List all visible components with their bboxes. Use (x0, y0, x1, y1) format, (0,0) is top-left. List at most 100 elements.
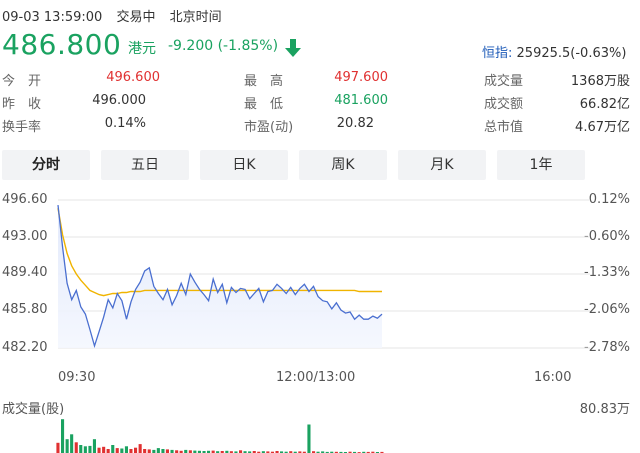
prev-close-value: 496.000 (92, 93, 146, 108)
volume-bar (216, 451, 220, 453)
pct-tick-label: -0.60% (584, 229, 630, 244)
volume-bar (65, 439, 69, 453)
volume-bar (366, 451, 370, 453)
volume-axis-label: 成交量(股) (2, 402, 65, 417)
volume-bar (270, 451, 274, 453)
tab-one-year[interactable]: 1年 (497, 150, 585, 180)
volume-bar (330, 451, 334, 453)
volume-bar (289, 451, 293, 453)
tab-intraday[interactable]: 分时 (2, 150, 90, 180)
volume-bar (134, 447, 138, 453)
time-tick-label: 16:00 (534, 370, 572, 385)
tab-weekly-k[interactable]: 周K (299, 150, 387, 180)
price-tick-label: 489.40 (2, 265, 48, 280)
volume-bar (243, 451, 247, 453)
low-label: 最 低 (244, 97, 284, 112)
volume-bar (248, 451, 252, 453)
volume-bar (229, 451, 233, 453)
volume-bar (188, 450, 192, 453)
volume-bar (83, 446, 87, 453)
volume-bar (266, 451, 270, 453)
volume-bar (371, 451, 375, 453)
tab-monthly-k[interactable]: 月K (398, 150, 486, 180)
intraday-price-chart (57, 199, 590, 349)
volume-bar (293, 451, 297, 453)
pct-tick-label: -2.78% (584, 340, 630, 355)
pct-tick-label: 0.12% (588, 192, 630, 207)
price-tick-label: 482.20 (2, 340, 48, 355)
volume-bar (252, 451, 256, 453)
open-value: 496.600 (106, 70, 160, 85)
volume-bar (280, 451, 284, 453)
volume-bar (143, 449, 147, 453)
volume-bar (207, 450, 211, 453)
volume-bar (115, 448, 119, 453)
pct-tick-label: -1.33% (584, 265, 630, 280)
index-label[interactable]: 恒指: (482, 46, 513, 61)
turnover-value: 0.14% (104, 116, 146, 131)
volume-bar (92, 439, 96, 453)
volume-bar (152, 449, 156, 453)
volume-bar (316, 451, 320, 453)
volume-bar (179, 450, 183, 453)
volume-bar (74, 442, 78, 453)
hang-seng-index[interactable]: 恒指: 25925.5(-0.63%) (482, 42, 626, 61)
volume-bar (111, 445, 115, 453)
volume-bar (257, 451, 261, 453)
volume-label: 成交量 (484, 74, 524, 89)
currency-label: 港元 (128, 41, 156, 57)
volume-bar (170, 449, 174, 453)
price-change: -9.200 (-1.85%) (168, 38, 279, 54)
volume-bar (325, 451, 329, 453)
volume-bar (312, 451, 316, 453)
volume-bar (102, 446, 106, 453)
price-tick-label: 493.00 (2, 229, 48, 244)
volume-bar (120, 448, 124, 453)
volume-bar (202, 451, 206, 453)
volume-bar (124, 446, 128, 453)
volume-bar (79, 445, 83, 453)
volume-bar (302, 451, 306, 453)
volume-bar (225, 450, 229, 453)
amount-value: 66.82亿 (579, 97, 630, 112)
volume-bar (298, 451, 302, 453)
volume-bar (161, 449, 165, 453)
price-tick-label: 485.80 (2, 302, 48, 317)
open-label: 今 开 (2, 74, 42, 89)
volume-bar (88, 445, 92, 453)
volume-bar (138, 444, 142, 453)
volume-bar (165, 449, 169, 453)
volume-bar (56, 442, 60, 453)
high-value: 497.600 (334, 70, 388, 85)
volume-bar (275, 451, 279, 453)
volume-bar (156, 448, 160, 453)
trading-status: 交易中 (116, 10, 156, 25)
volume-bar (353, 451, 357, 453)
price-area (58, 205, 382, 348)
volume-bar (97, 447, 101, 453)
last-price: 486.800 (2, 28, 122, 61)
index-value: 25925.5(-0.63%) (516, 46, 627, 61)
pct-tick-label: -2.06% (584, 302, 630, 317)
volume-bar (261, 451, 265, 453)
tab-five-day[interactable]: 五日 (101, 150, 189, 180)
mktcap-label: 总市值 (484, 120, 524, 135)
high-label: 最 高 (244, 74, 284, 89)
volume-bar (380, 451, 384, 453)
volume-max-label: 80.83万 (579, 402, 630, 417)
volume-chart (56, 419, 384, 453)
volume-bar (220, 451, 224, 453)
time-tick-label: 12:00/13:00 (276, 370, 356, 385)
timezone-label: 北京时间 (169, 10, 222, 25)
tab-daily-k[interactable]: 日K (200, 150, 288, 180)
volume-bar (61, 419, 65, 453)
pe-label: 市盈(动) (244, 120, 294, 135)
volume-bar (334, 451, 338, 453)
volume-bar (239, 450, 243, 453)
volume-bar (211, 450, 215, 453)
volume-bar (197, 450, 201, 453)
time-tick-label: 09:30 (58, 370, 96, 385)
arrow-down-icon (285, 39, 301, 57)
volume-bar (129, 449, 133, 453)
volume-bar (321, 451, 325, 453)
